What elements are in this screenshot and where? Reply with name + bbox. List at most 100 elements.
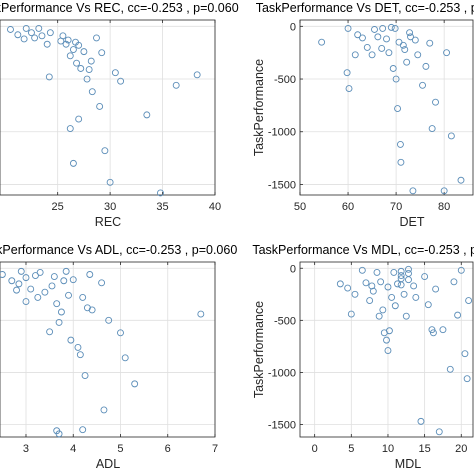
data-point <box>421 273 429 281</box>
data-point <box>14 31 22 39</box>
data-point <box>401 46 409 53</box>
data-point <box>390 268 398 276</box>
x-tick-label: 40 <box>209 201 221 213</box>
panel-det: 50 60 70 80 0 -500 -1000 -1500 TaskPerformance V… <box>252 1 474 229</box>
data-point <box>88 306 96 314</box>
data-point <box>17 267 25 275</box>
data-point <box>358 266 366 274</box>
data-point <box>366 297 374 304</box>
x-tick-label: 6 <box>165 443 171 455</box>
data-point <box>432 98 439 106</box>
data-point <box>69 46 77 53</box>
y-axis-label: TaskPerformance <box>252 301 266 398</box>
x-axis-label: DET <box>400 215 425 229</box>
data-point <box>394 105 402 113</box>
data-point <box>41 288 49 296</box>
data-point <box>13 286 20 294</box>
data-point <box>53 300 61 308</box>
data-point <box>38 32 46 40</box>
y-tick-label: -1000 <box>268 127 296 139</box>
x-tick-label: 3 <box>23 443 29 455</box>
data-point <box>396 140 404 148</box>
data-point <box>422 62 430 70</box>
data-point <box>417 417 425 425</box>
data-point <box>336 280 344 288</box>
data-point <box>426 39 434 47</box>
data-point <box>403 58 411 66</box>
data-point <box>344 24 352 32</box>
data-point <box>31 34 39 42</box>
data-point <box>22 24 30 32</box>
x-tick-label: 5 <box>117 443 123 455</box>
y-tick-label: 0 <box>290 21 296 33</box>
chart-title: TaskPerformance Vs MDL, cc=-0.253 , p=0.… <box>252 243 474 257</box>
data-point <box>66 52 74 60</box>
chart-title: TaskPerformance Vs ADL, cc=-0.253 , p=0.… <box>0 243 237 257</box>
data-point <box>83 75 91 83</box>
data-point <box>397 272 405 279</box>
data-point <box>384 347 392 354</box>
data-point <box>373 268 381 276</box>
data-point <box>400 290 408 298</box>
x-tick-label: 60 <box>342 201 354 213</box>
data-point <box>394 280 401 288</box>
data-point <box>387 23 395 31</box>
plot-frame <box>0 19 216 196</box>
data-point <box>0 271 6 278</box>
data-point <box>100 406 108 414</box>
data-point <box>96 102 104 110</box>
data-point <box>55 430 63 438</box>
x-axis-label: ADL <box>96 457 120 471</box>
data-point <box>405 276 412 284</box>
data-point <box>59 32 67 40</box>
data-point <box>60 277 68 285</box>
data-point <box>397 281 405 289</box>
chart-title: TaskPerformance Vs REC, cc=-0.253 , p=0.… <box>0 1 239 15</box>
data-point <box>27 285 35 293</box>
data-point <box>454 311 462 319</box>
data-point <box>447 132 455 140</box>
data-point <box>117 329 124 337</box>
data-point <box>43 40 51 48</box>
data-point <box>457 266 465 274</box>
data-point <box>87 57 95 65</box>
data-point <box>66 125 74 133</box>
data-point <box>34 293 42 301</box>
y-tick-label: 0 <box>290 263 296 275</box>
data-point <box>31 272 39 279</box>
data-point <box>57 308 65 316</box>
x-tick-label: 4 <box>70 443 76 455</box>
data-point <box>7 26 14 33</box>
chart-title: TaskPerformance Vs DET, cc=-0.253 , p=0.… <box>256 1 474 15</box>
data-point <box>86 271 94 278</box>
data-point <box>377 278 385 286</box>
x-tick-label: 50 <box>294 201 306 213</box>
data-point <box>385 327 393 335</box>
plot-frame <box>0 261 216 438</box>
x-tick-label: 7 <box>212 443 218 455</box>
plot-frame <box>299 19 474 196</box>
y-tick-label: -1500 <box>268 179 296 191</box>
data-point <box>88 88 96 96</box>
data-point <box>50 273 58 281</box>
data-point <box>457 176 465 184</box>
data-point <box>374 33 382 41</box>
data-point <box>385 49 393 57</box>
data-point <box>409 187 417 195</box>
data-point <box>397 158 405 166</box>
data-point <box>363 43 371 51</box>
panel-adl: 3 4 5 6 7 TaskPerformance Vs ADL, cc=-0.253 ,… <box>0 243 237 471</box>
data-point <box>22 274 30 282</box>
x-tick-label: 25 <box>52 201 64 213</box>
x-tick-label: 80 <box>438 201 450 213</box>
data-point <box>101 147 109 155</box>
data-point <box>446 365 454 373</box>
data-point <box>111 69 119 77</box>
data-point <box>55 318 63 326</box>
data-point <box>397 267 405 275</box>
data-point <box>76 351 84 359</box>
data-point <box>79 426 87 434</box>
data-point <box>402 312 410 320</box>
data-point <box>15 280 23 288</box>
data-point <box>65 291 72 299</box>
